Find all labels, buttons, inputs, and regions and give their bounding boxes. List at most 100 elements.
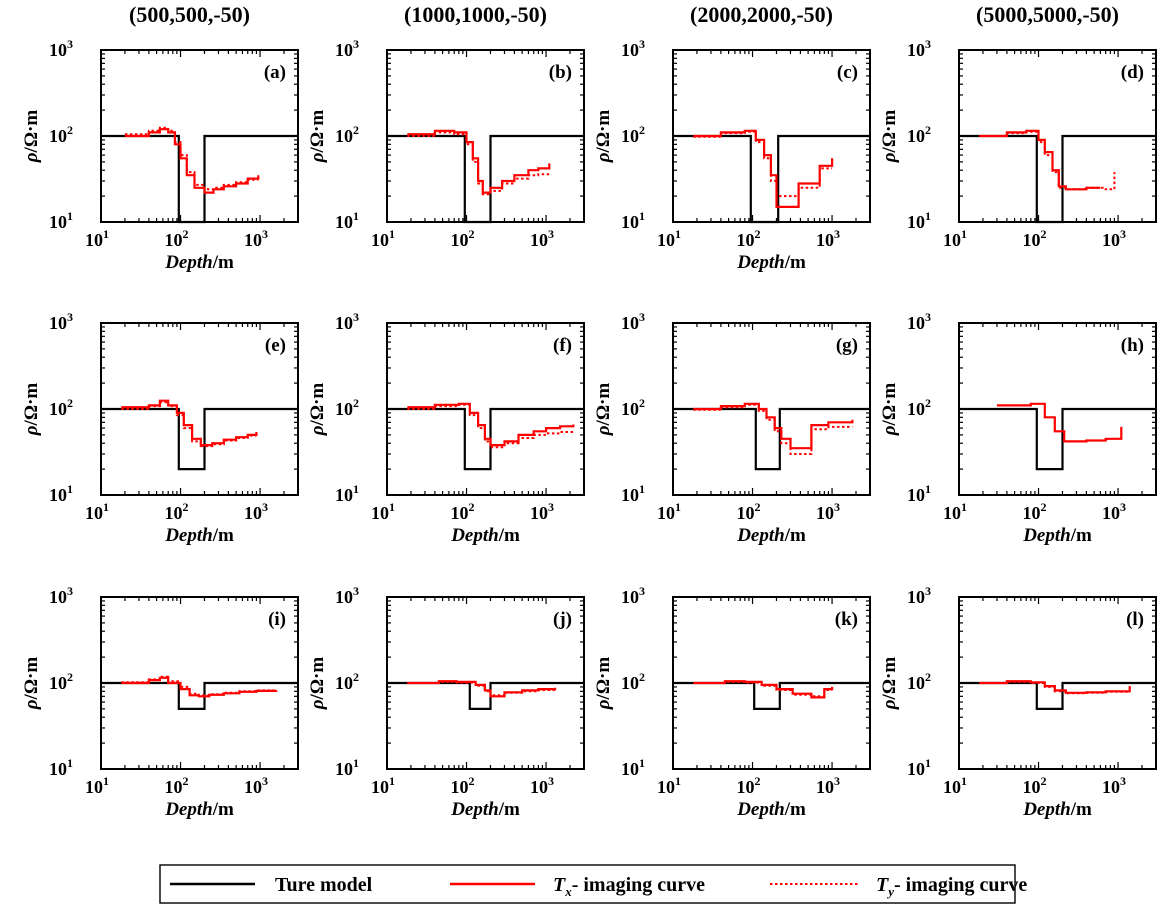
y-tick-label: 101 [621, 756, 645, 779]
series-ture-line [673, 681, 870, 711]
column-title-2: (1000,1000,-50) [404, 2, 547, 27]
series-ture-line [959, 407, 1156, 471]
series-ty-line [693, 130, 833, 198]
y-tick-label: 101 [621, 482, 645, 505]
series-ture-line [101, 407, 298, 471]
x-axis-title: Depth/m [736, 799, 806, 820]
y-axis-title: ρ/Ω·m [21, 110, 42, 164]
series-ty-line [979, 680, 1130, 695]
x-tick-label: 102 [451, 500, 475, 523]
x-tick-label: 102 [165, 227, 189, 250]
panel-c: 101 102 103 101 102 103 Depth/m ρ/Ω·m (c) [593, 37, 871, 273]
x-tick-label: 101 [371, 774, 395, 797]
x-tick-label: 101 [85, 500, 109, 523]
series-ture-line [673, 134, 870, 224]
x-tick-label: 103 [244, 227, 268, 250]
series-tx-line [979, 129, 1101, 191]
panel-label: (k) [835, 609, 858, 630]
x-tick-label: 102 [451, 227, 475, 250]
y-tick-label: 103 [335, 584, 359, 607]
panel-label: (b) [549, 62, 572, 83]
column-title-4: (5000,5000,-50) [976, 2, 1119, 27]
legend-ty-label: Ty- imaging curve [876, 874, 1027, 899]
y-tick-label: 103 [907, 584, 931, 607]
panel-b: 101 102 103 101 102 103 ρ/Ω·m (b) [307, 37, 585, 250]
y-axis-title: ρ/Ω·m [593, 383, 614, 437]
x-axis-title: Depth/m [1022, 525, 1092, 546]
x-tick-label: 102 [1023, 500, 1047, 523]
series-tx-line [121, 676, 278, 698]
x-tick-label: 102 [165, 500, 189, 523]
series-ty-line [407, 403, 574, 449]
y-tick-label: 103 [49, 37, 73, 60]
series-ture-line [101, 681, 298, 711]
y-tick-label: 103 [335, 310, 359, 333]
series-ture-line [673, 407, 870, 471]
y-tick-label: 103 [621, 584, 645, 607]
panel-j: 101 102 103 101 102 103 Depth/m ρ/Ω·m (j) [307, 584, 585, 820]
x-tick-label: 103 [816, 774, 840, 797]
x-tick-label: 103 [1102, 227, 1126, 250]
y-tick-label: 103 [907, 310, 931, 333]
y-axis-title: ρ/Ω·m [21, 657, 42, 711]
y-tick-label: 102 [335, 670, 359, 693]
panel-label: (a) [264, 62, 286, 83]
panel-a: 101 102 103 101 102 103 Depth/m ρ/Ω·m (a) [21, 37, 299, 273]
x-tick-label: 103 [244, 500, 268, 523]
panel-label: (f) [553, 335, 572, 356]
x-tick-label: 101 [371, 500, 395, 523]
panel-label: (l) [1126, 609, 1144, 630]
column-title-3: (2000,2000,-50) [690, 2, 833, 27]
panel-k: 101 102 103 101 102 103 Depth/m ρ/Ω·m (k) [593, 584, 871, 820]
x-tick-label: 102 [737, 500, 761, 523]
series-ture-line [959, 681, 1156, 711]
x-axis-title: Depth/m [164, 252, 234, 273]
y-tick-label: 101 [49, 209, 73, 232]
series-ture-line [959, 134, 1156, 224]
y-tick-label: 101 [907, 756, 931, 779]
x-tick-label: 102 [451, 774, 475, 797]
y-tick-label: 102 [49, 670, 73, 693]
panel-i: 101 102 103 101 102 103 Depth/m ρ/Ω·m (i) [21, 584, 299, 820]
y-tick-label: 102 [907, 396, 931, 419]
panel-label: (i) [268, 609, 286, 630]
y-tick-label: 103 [621, 310, 645, 333]
x-tick-label: 101 [85, 774, 109, 797]
x-axis-title: Depth/m [736, 525, 806, 546]
x-tick-label: 103 [1102, 774, 1126, 797]
series-ty-line [693, 403, 853, 455]
y-tick-label: 102 [907, 123, 931, 146]
y-axis-title: ρ/Ω·m [593, 657, 614, 711]
y-axis-title: ρ/Ω·m [593, 110, 614, 164]
x-tick-label: 103 [1102, 500, 1126, 523]
series-tx-line [124, 128, 260, 194]
y-tick-label: 102 [621, 123, 645, 146]
panel-label: (d) [1121, 62, 1144, 83]
x-tick-label: 103 [816, 500, 840, 523]
panel-l: 101 102 103 101 102 103 Depth/m ρ/Ω·m (l) [879, 584, 1157, 820]
y-tick-label: 103 [621, 37, 645, 60]
panel-g: 101 102 103 101 102 103 Depth/m ρ/Ω·m (g) [593, 310, 871, 546]
y-tick-label: 101 [907, 209, 931, 232]
y-axis-title: ρ/Ω·m [307, 657, 328, 711]
x-tick-label: 102 [737, 227, 761, 250]
x-tick-label: 103 [244, 774, 268, 797]
x-axis-title: Depth/m [450, 799, 520, 820]
x-tick-label: 102 [1023, 227, 1047, 250]
panel-f: 101 102 103 101 102 103 Depth/m ρ/Ω·m (f) [307, 310, 585, 546]
x-tick-label: 102 [1023, 774, 1047, 797]
panel-label: (h) [1121, 335, 1144, 356]
y-tick-label: 101 [907, 482, 931, 505]
y-tick-label: 101 [621, 209, 645, 232]
y-axis-title: ρ/Ω·m [879, 657, 900, 711]
x-axis-title: Depth/m [1022, 799, 1092, 820]
panel-label: (e) [265, 335, 286, 356]
panel-label: (g) [836, 335, 858, 356]
series-tx-line [996, 402, 1123, 443]
y-tick-label: 101 [49, 482, 73, 505]
legend-true-model-label: Ture model [275, 874, 373, 896]
x-axis-title: Depth/m [736, 252, 806, 273]
x-tick-label: 101 [657, 500, 681, 523]
